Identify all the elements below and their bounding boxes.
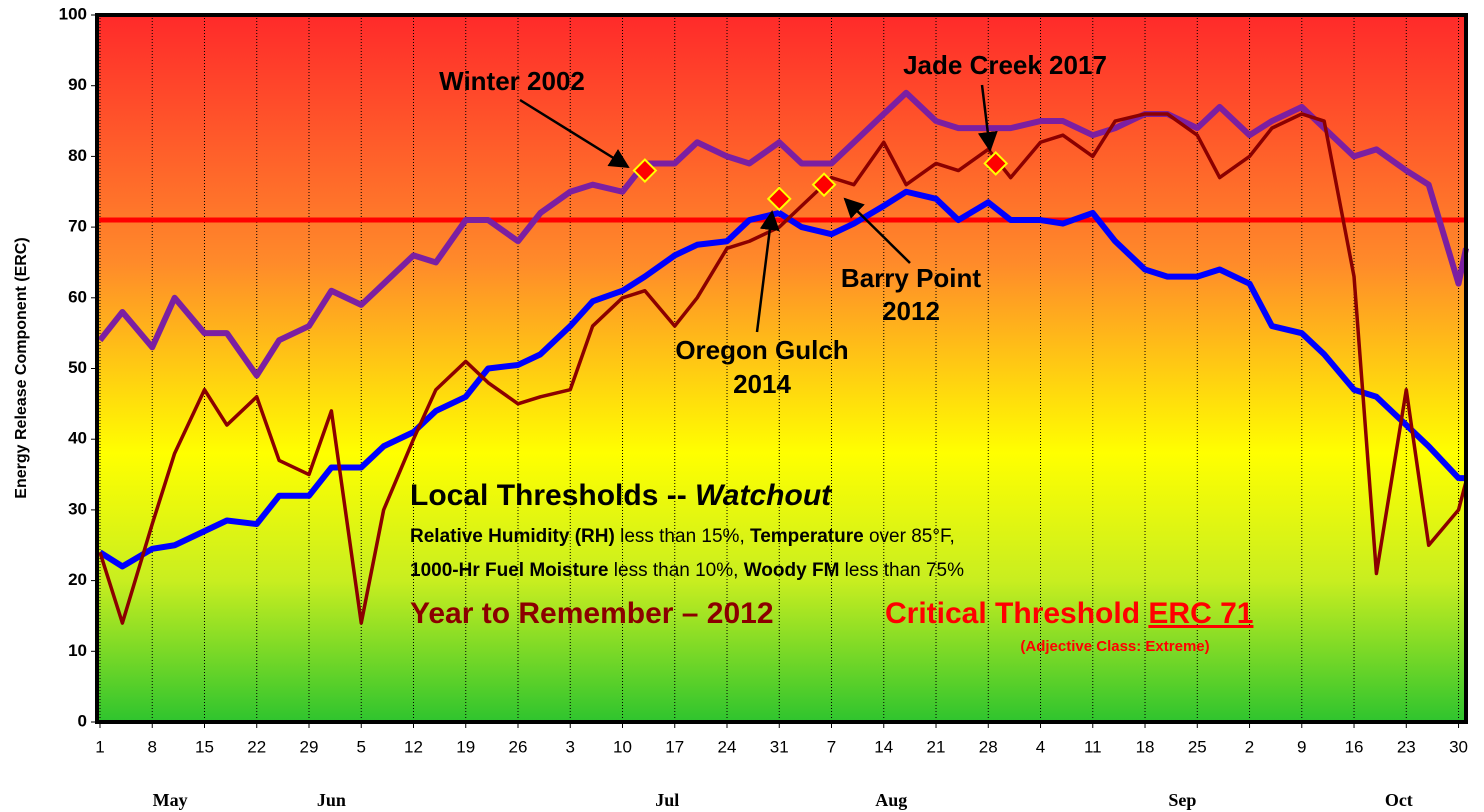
y-axis-label: Energy Release Component (ERC) bbox=[13, 237, 30, 498]
y-tick-label: 40 bbox=[68, 429, 87, 448]
x-tick-label: 17 bbox=[665, 737, 684, 756]
y-tick-label: 70 bbox=[68, 217, 87, 236]
month-label: Oct bbox=[1385, 790, 1413, 810]
x-tick-label: 26 bbox=[509, 737, 528, 756]
notes-segment: over 85°F, bbox=[864, 526, 955, 547]
event-marker bbox=[766, 186, 792, 212]
event-marker bbox=[811, 172, 837, 198]
annotation-arrow bbox=[977, 84, 998, 152]
x-tick-label: 12 bbox=[404, 737, 423, 756]
annotation-arrow bbox=[755, 210, 780, 333]
notes-segment: Woody FM bbox=[744, 560, 840, 581]
y-tick-label: 90 bbox=[68, 75, 87, 94]
x-tick-label: 24 bbox=[718, 737, 737, 756]
notes-heading-text: Local Thresholds -- bbox=[410, 479, 695, 512]
annotation-label: Winter 2002 bbox=[439, 66, 585, 96]
x-tick-label: 4 bbox=[1036, 737, 1045, 756]
annotation-label: Oregon Gulch bbox=[675, 335, 848, 365]
x-tick-label: 5 bbox=[357, 737, 366, 756]
notes-adjective: (Adjective Class: Extreme) bbox=[1020, 638, 1209, 655]
x-tick-label: 11 bbox=[1084, 737, 1102, 756]
annotation-arrow bbox=[843, 197, 911, 264]
notes-line: Relative Humidity (RH) less than 15%, Te… bbox=[410, 526, 955, 547]
x-tick-label: 8 bbox=[148, 737, 157, 756]
x-tick-label: 22 bbox=[247, 737, 266, 756]
annotation-label: 2014 bbox=[733, 369, 791, 399]
x-tick-label: 31 bbox=[770, 737, 789, 756]
annotation-label: 2012 bbox=[882, 296, 940, 326]
annotation-arrow bbox=[519, 98, 630, 169]
x-tick-label: 1 bbox=[95, 737, 104, 756]
x-tick-label: 9 bbox=[1297, 737, 1306, 756]
month-label: Sep bbox=[1168, 790, 1196, 810]
x-tick-label: 16 bbox=[1345, 737, 1364, 756]
plot-border bbox=[95, 13, 1468, 724]
x-tick-label: 28 bbox=[979, 737, 998, 756]
month-label: May bbox=[153, 790, 188, 810]
notes-critical-text: Critical Threshold bbox=[885, 597, 1148, 630]
notes-segment: Temperature bbox=[750, 526, 864, 547]
month-label: Jul bbox=[655, 790, 679, 810]
annotation-label: Jade Creek 2017 bbox=[903, 50, 1107, 80]
month-label: Aug bbox=[875, 790, 907, 810]
y-tick-label: 100 bbox=[59, 4, 87, 23]
event-marker bbox=[632, 158, 658, 183]
series-line bbox=[97, 89, 1469, 379]
annotation-label: Barry Point bbox=[841, 263, 981, 293]
notes-segment: 1000-Hr Fuel Moisture bbox=[410, 560, 609, 581]
event-marker bbox=[983, 151, 1009, 176]
x-tick-label: 25 bbox=[1188, 737, 1207, 756]
y-tick-label: 0 bbox=[78, 711, 87, 730]
x-tick-label: 10 bbox=[613, 737, 632, 756]
notes-segment: less than 15%, bbox=[615, 526, 750, 547]
notes-year: Year to Remember – 2012 bbox=[410, 597, 774, 630]
x-tick-label: 2 bbox=[1245, 737, 1254, 756]
notes-critical: Critical Threshold ERC 71 bbox=[885, 597, 1253, 630]
y-tick-label: 20 bbox=[68, 570, 87, 589]
notes-heading: Local Thresholds -- Watchout bbox=[410, 479, 833, 512]
x-tick-label: 19 bbox=[456, 737, 475, 756]
notes-segment: less than 75% bbox=[839, 560, 964, 581]
x-tick-label: 15 bbox=[195, 737, 214, 756]
notes-heading-em: Watchout bbox=[695, 479, 833, 512]
x-tick-label: 3 bbox=[566, 737, 575, 756]
notes-line: 1000-Hr Fuel Moisture less than 10%, Woo… bbox=[410, 560, 964, 581]
y-tick-label: 50 bbox=[68, 358, 87, 377]
notes-critical-erc: ERC 71 bbox=[1148, 597, 1253, 630]
x-tick-label: 30 bbox=[1449, 737, 1468, 756]
month-label: Jun bbox=[317, 790, 346, 810]
plot-area bbox=[97, 15, 1466, 722]
y-tick-label: 10 bbox=[68, 641, 87, 660]
y-tick-label: 80 bbox=[68, 146, 87, 165]
x-tick-label: 29 bbox=[300, 737, 319, 756]
x-tick-label: 23 bbox=[1397, 737, 1416, 756]
y-tick-label: 30 bbox=[68, 499, 87, 518]
y-tick-label: 60 bbox=[68, 287, 87, 306]
notes-segment: less than 10%, bbox=[609, 560, 744, 581]
series-line bbox=[98, 112, 1468, 625]
notes-segment: Relative Humidity (RH) bbox=[410, 526, 615, 547]
x-tick-label: 14 bbox=[874, 737, 893, 756]
x-tick-label: 21 bbox=[927, 737, 946, 756]
series-line bbox=[98, 188, 1466, 570]
x-tick-label: 18 bbox=[1136, 737, 1155, 756]
x-tick-label: 7 bbox=[827, 737, 836, 756]
